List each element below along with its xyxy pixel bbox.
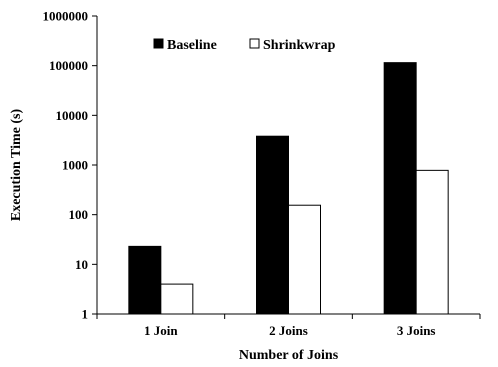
- bar-shrinkwrap: [160, 283, 194, 315]
- y-tick-label: 100: [69, 207, 89, 222]
- y-axis-ticks: 1 10 100 1000 10000 100000 1000000: [43, 9, 97, 322]
- y-tick-label: 1000000: [43, 9, 89, 24]
- legend-swatch-shrinkwrap: [249, 38, 260, 49]
- legend-label-baseline: Baseline: [167, 38, 217, 53]
- legend-swatch-baseline: [153, 38, 164, 49]
- legend-label-shrinkwrap: Shrinkwrap: [263, 38, 336, 53]
- x-axis-ticks: 1 Join 2 Joins 3 Joins: [96, 314, 481, 338]
- bar-baseline: [128, 245, 162, 315]
- x-tick-label: 2 Joins: [269, 323, 308, 338]
- y-tick-label: 1000: [62, 158, 88, 173]
- x-tick-label: 3 Joins: [397, 323, 436, 338]
- legend: Baseline Shrinkwrap: [153, 38, 336, 53]
- y-tick-label: 10: [75, 257, 88, 272]
- bars: [128, 62, 449, 315]
- bar-baseline: [256, 135, 289, 315]
- y-axis-title: Execution Time (s): [9, 109, 24, 222]
- bar-shrinkwrap: [288, 204, 321, 315]
- x-axis-title: Number of Joins: [239, 348, 339, 363]
- y-tick-label: 100000: [49, 58, 88, 73]
- y-tick-label: 10000: [56, 108, 89, 123]
- bar-shrinkwrap: [415, 169, 449, 315]
- x-tick-label: 1 Join: [144, 323, 178, 338]
- bar-baseline: [383, 62, 417, 315]
- y-tick-label: 1: [82, 307, 89, 322]
